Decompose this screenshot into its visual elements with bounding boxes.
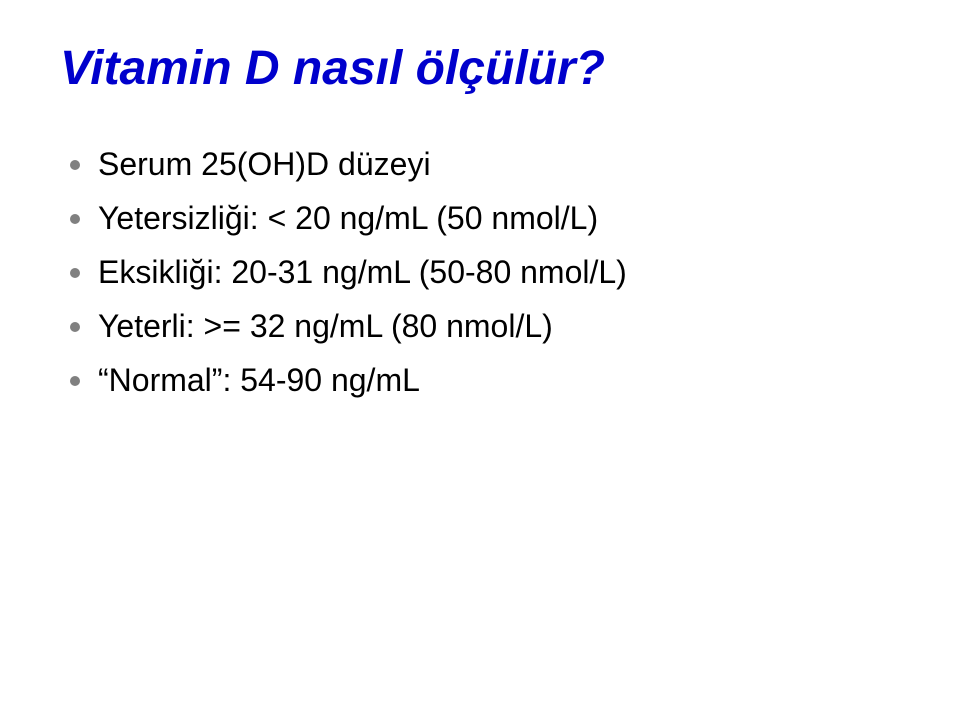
list-item: Eksikliği: 20-31 ng/mL (50-80 nmol/L) — [70, 248, 910, 296]
list-item: Serum 25(OH)D düzeyi — [70, 140, 910, 188]
bullet-list: Serum 25(OH)D düzeyi Yetersizliği: < 20 … — [60, 140, 910, 404]
list-item: Yeterli: >= 32 ng/mL (80 nmol/L) — [70, 302, 910, 350]
bullet-text: “Normal”: 54-90 ng/mL — [98, 356, 910, 404]
bullet-icon — [70, 376, 80, 386]
bullet-icon — [70, 214, 80, 224]
bullet-icon — [70, 160, 80, 170]
bullet-icon — [70, 268, 80, 278]
slide-container: Vitamin D nasıl ölçülür? Serum 25(OH)D d… — [0, 0, 960, 714]
bullet-icon — [70, 322, 80, 332]
bullet-text: Yetersizliği: < 20 ng/mL (50 nmol/L) — [98, 194, 910, 242]
list-item: Yetersizliği: < 20 ng/mL (50 nmol/L) — [70, 194, 910, 242]
bullet-text: Serum 25(OH)D düzeyi — [98, 140, 910, 188]
bullet-text: Eksikliği: 20-31 ng/mL (50-80 nmol/L) — [98, 248, 910, 296]
bullet-text: Yeterli: >= 32 ng/mL (80 nmol/L) — [98, 302, 910, 350]
slide-title: Vitamin D nasıl ölçülür? — [60, 40, 910, 98]
list-item: “Normal”: 54-90 ng/mL — [70, 356, 910, 404]
